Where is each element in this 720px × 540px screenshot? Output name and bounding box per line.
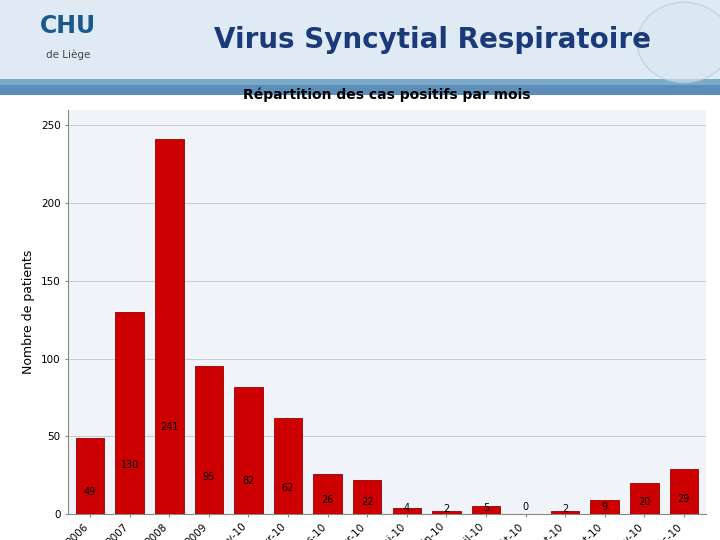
Text: 20: 20 [638,497,650,507]
Text: 130: 130 [120,460,139,470]
Text: 22: 22 [361,497,374,507]
Bar [115,312,144,514]
Title: Répartition des cas positifs par mois: Répartition des cas positifs par mois [243,87,531,102]
Bar [194,366,223,514]
Text: 49: 49 [84,487,96,497]
Bar [0,79,720,85]
Bar [590,500,619,514]
Bar [630,483,659,514]
Text: 4: 4 [404,503,410,513]
Text: 26: 26 [321,495,334,505]
Text: 62: 62 [282,483,294,493]
Bar [0,85,720,94]
Text: 2: 2 [444,504,449,514]
Text: de Liège: de Liège [46,50,91,60]
Text: 29: 29 [678,494,690,504]
Text: CHU: CHU [40,15,96,38]
Bar [155,139,184,514]
Bar [76,438,104,514]
Text: 82: 82 [243,476,255,486]
Bar [274,417,302,514]
Text: 2: 2 [562,504,568,514]
Bar [392,508,421,514]
Bar [432,511,461,514]
Y-axis label: Nombre de patients: Nombre de patients [22,249,35,374]
Bar [353,480,382,514]
Text: 9: 9 [602,502,608,512]
Text: Virus Syncytial Respiratoire: Virus Syncytial Respiratoire [214,26,650,53]
Bar [551,511,580,514]
Bar [472,507,500,514]
Bar [234,387,263,514]
Text: 241: 241 [160,422,179,431]
Text: 0: 0 [523,502,528,512]
Bar [313,474,342,514]
Text: 95: 95 [203,471,215,482]
Bar [670,469,698,514]
Ellipse shape [637,2,720,83]
Text: 5: 5 [483,503,489,513]
